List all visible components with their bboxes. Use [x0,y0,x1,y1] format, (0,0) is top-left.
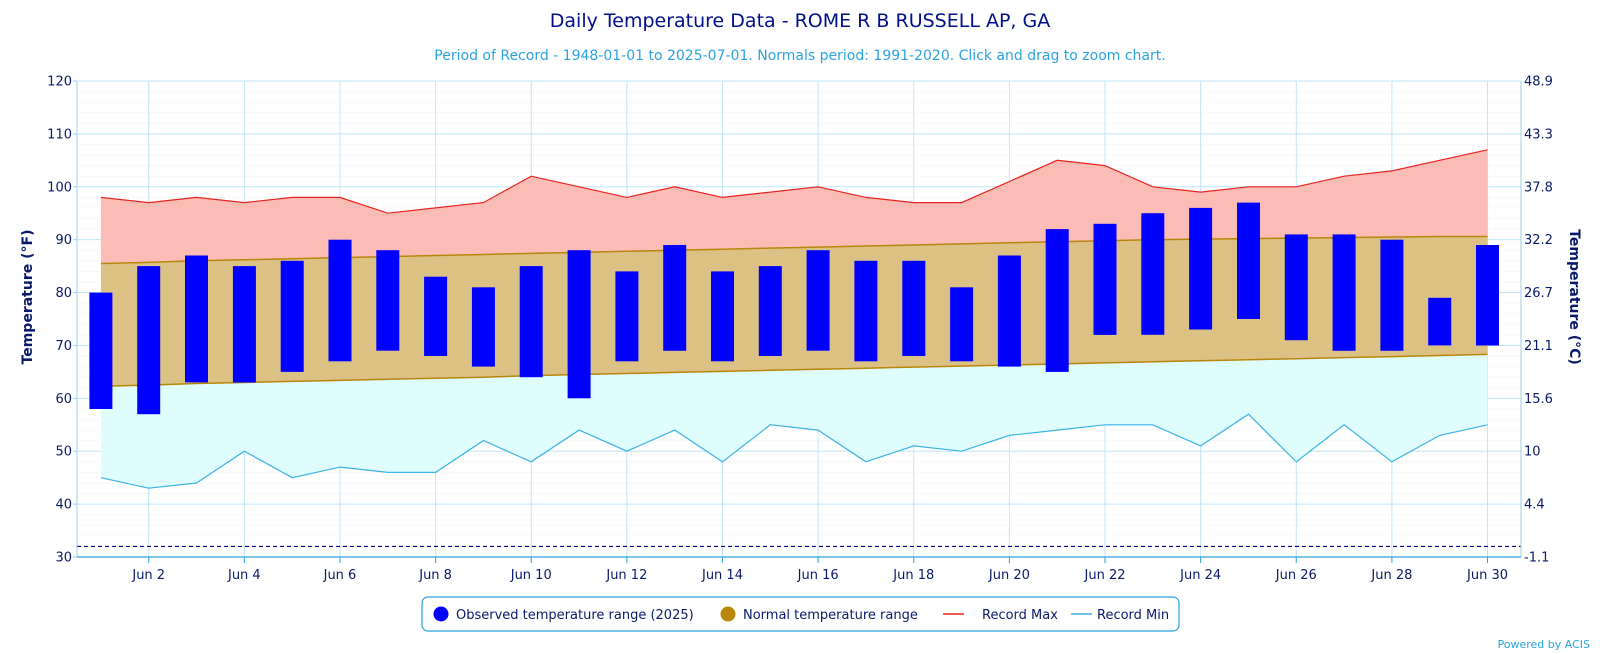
y-tick-label-left: 40 [55,498,72,513]
legend-item-record-max[interactable]: Record Max [943,608,1058,623]
observed-bar [997,255,1021,367]
observed-bar [950,287,974,362]
y-tick-label-left: 50 [55,445,72,460]
observed-bar [89,292,113,409]
legend-symbol-normal [720,606,736,622]
observed-bar [1237,202,1260,319]
observed-bar [711,271,734,362]
x-tick-label: Jun 6 [323,568,357,583]
x-tick-label: Jun 24 [1179,568,1221,583]
y-tick-label-left: 120 [47,75,72,90]
normal-range-area [100,236,1488,387]
observed-bars [89,202,1499,415]
x-tick-label: Jun 12 [605,568,647,583]
observed-bar [1476,245,1499,346]
record-min-line [100,413,1488,489]
y-tick-label-left: 80 [55,286,72,301]
legend-item-normal[interactable]: Normal temperature range [720,606,918,624]
observed-bar [1093,223,1117,335]
y-tick-label-left: 100 [47,180,72,195]
chart-subtitle: Period of Record - 1948-01-01 to 2025-07… [434,48,1165,64]
y-tick-label-right: -1.1 [1524,551,1549,566]
range-fills [100,149,1488,489]
y-tick-label-left: 70 [55,339,72,354]
legend-label-observed: Observed temperature range (2025) [456,608,694,623]
observed-bar [1141,213,1165,335]
y-tick-label-right: 32.2 [1524,233,1553,248]
observed-bar [1380,239,1404,351]
y-tick-label-left: 60 [55,392,72,407]
observed-bar [185,255,208,383]
record-max-area [100,149,1488,264]
x-tick-label: Jun 16 [797,568,839,583]
x-tick-label: Jun 2 [131,568,165,583]
y-axis-right: -1.1 4.4 10 15.6 21.1 26.7 32.2 37.8 43.3 48.9 [1520,75,1553,566]
legend-label-record-max: Record Max [982,608,1058,623]
y-axis-title-left: Temperature (°F) [20,230,36,365]
y-tick-label-right: 21.1 [1524,339,1553,354]
observed-bar [567,250,591,399]
y-tick-label-left: 110 [47,127,72,142]
observed-bar [232,266,256,383]
x-tick-label: Jun 4 [227,568,261,583]
y-tick-label-left: 30 [55,551,72,566]
legend-symbol-observed [433,606,449,622]
legend-box [421,596,1180,632]
observed-bar [1284,234,1308,341]
observed-bar [519,266,543,378]
legend-item-record-min[interactable]: Record Min [1071,608,1169,623]
x-tick-label: Jun 18 [892,568,934,583]
y-tick-label-right: 4.4 [1524,498,1545,513]
y-tick-label-left: 90 [55,233,72,248]
x-tick-label: Jun 28 [1370,568,1412,583]
y-axis-title-right: Temperature (°C) [1566,229,1582,365]
observed-bar [1045,229,1069,372]
x-tick-label: Jun 26 [1275,568,1317,583]
observed-bar [1428,297,1452,346]
normal-low-line [100,353,1488,387]
y-tick-label-right: 26.7 [1524,286,1553,301]
observed-bar [280,260,304,372]
y-tick-label-right: 15.6 [1524,392,1553,407]
x-tick-label: Jun 20 [988,568,1030,583]
y-axis-left: 30 40 50 60 70 80 90 100 110 120 [47,75,78,566]
observed-bar [902,260,926,356]
observed-bar [424,276,448,356]
y-tick-label-right: 37.8 [1524,180,1553,195]
y-tick-label-right: 48.9 [1524,75,1553,90]
legend[interactable]: Observed temperature range (2025) Normal… [421,596,1180,632]
x-tick-label: Jun 14 [701,568,743,583]
observed-bar [854,260,878,362]
record-max-line [100,149,1488,214]
observed-bar [328,239,352,362]
legend-label-normal: Normal temperature range [743,608,918,623]
x-tick-label: Jun 30 [1466,568,1508,583]
x-tick-label: Jun 22 [1084,568,1126,583]
x-tick-label: Jun 10 [510,568,552,583]
x-tick-label: Jun 8 [418,568,452,583]
y-tick-label-right: 43.3 [1524,127,1553,142]
credit-text[interactable]: Powered by ACIS [1498,638,1591,651]
observed-bar [1189,207,1213,330]
observed-bar [758,266,782,356]
chart-title: Daily Temperature Data - ROME R B RUSSEL… [550,10,1050,32]
observed-bar [137,266,161,415]
legend-item-observed[interactable]: Observed temperature range (2025) [433,606,694,624]
x-axis: Jun 2 Jun 4 Jun 6 Jun 8 Jun 10 Jun 12 Jun 14 Ju… [77,556,1521,583]
observed-bar [471,287,495,367]
record-min-area [100,354,1488,489]
observed-bar [1332,234,1356,351]
observed-bar [806,250,830,351]
observed-bar [615,271,639,362]
observed-bar [663,245,687,351]
y-tick-label-right: 10 [1524,445,1541,460]
legend-label-record-min: Record Min [1097,608,1169,623]
observed-bar [376,250,400,351]
